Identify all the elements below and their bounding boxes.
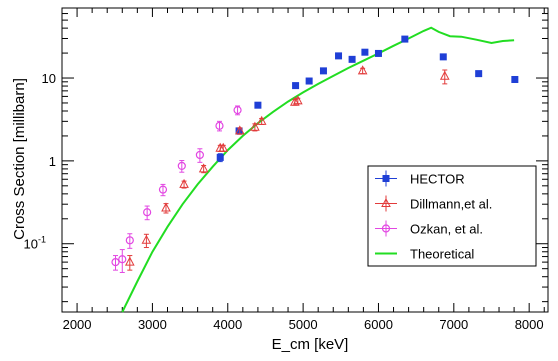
data-point <box>475 70 483 78</box>
data-point <box>179 178 189 188</box>
theoretical-curve <box>121 26 515 313</box>
legend: HECTOR Dillmann,et al. Ozkan, et al. Theore… <box>367 165 537 267</box>
data-point <box>319 67 327 75</box>
data-point <box>158 185 168 194</box>
x-axis-label: E_cm [keV] <box>272 336 349 353</box>
data-point <box>361 48 369 56</box>
data-point <box>141 234 152 244</box>
x-tick-label: 5000 <box>289 317 318 332</box>
series-3 <box>121 26 515 313</box>
data-point <box>143 208 152 217</box>
x-tick-label: 6000 <box>364 317 393 332</box>
legend-label: HECTOR <box>410 172 465 187</box>
data-point <box>161 202 171 212</box>
data-point <box>234 125 245 135</box>
data-point <box>292 82 300 90</box>
data-point <box>439 70 450 80</box>
legend-swatch-marker <box>382 175 390 182</box>
x-tick-label: 2000 <box>63 317 92 332</box>
legend-label: Dillmann,et al. <box>410 197 492 212</box>
data-point <box>357 65 368 75</box>
data-point <box>198 163 209 173</box>
data-point <box>254 101 262 109</box>
legend-label: Ozkan, et al. <box>410 222 483 237</box>
data-point <box>215 121 224 130</box>
data-point <box>289 96 300 106</box>
y-tick-label: 10 <box>42 71 56 86</box>
x-tick-label: 3000 <box>138 317 167 332</box>
data-point <box>195 150 204 160</box>
data-point <box>439 53 447 61</box>
x-tick-label: 4000 <box>213 317 242 332</box>
data-point <box>511 75 519 83</box>
data-point <box>233 106 242 115</box>
data-point <box>374 49 382 57</box>
data-point <box>401 35 409 43</box>
data-point <box>348 55 356 63</box>
data-point <box>235 127 243 135</box>
legend-swatch-marker <box>381 224 391 233</box>
series-1 <box>124 65 450 271</box>
data-point <box>256 115 267 125</box>
data-point <box>177 161 186 170</box>
legend-swatch-marker <box>381 197 391 207</box>
y-tick-label: 1 <box>49 154 56 169</box>
data-point <box>216 153 224 161</box>
data-point <box>293 95 303 105</box>
plot-frame <box>61 7 549 313</box>
data-point <box>124 256 135 266</box>
series-0 <box>216 35 519 163</box>
legend-box <box>367 165 537 267</box>
y-axis-label: Cross Section [millibarn] <box>11 78 28 240</box>
data-point <box>111 258 120 267</box>
data-group <box>111 26 519 313</box>
data-point <box>118 255 127 264</box>
data-point <box>125 236 134 245</box>
x-tick-label: 7000 <box>439 317 468 332</box>
data-point <box>305 77 313 85</box>
y-tick-label-exponent: -1 <box>38 235 46 245</box>
data-point <box>250 121 260 131</box>
legend-label: Theoretical <box>410 247 474 262</box>
x-tick-label: 8000 <box>515 317 544 332</box>
data-point <box>218 142 229 152</box>
series-2 <box>111 105 242 273</box>
data-point <box>335 52 343 60</box>
